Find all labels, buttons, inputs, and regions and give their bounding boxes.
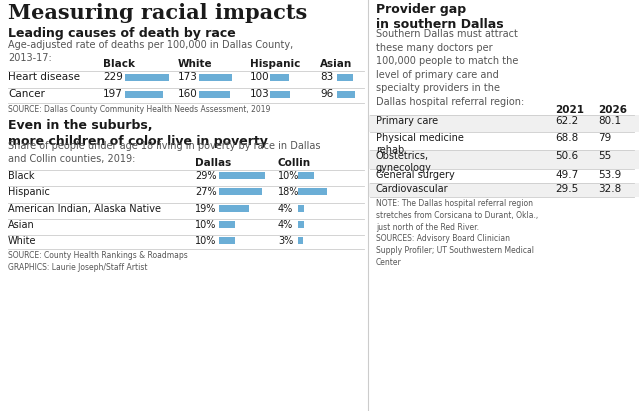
Text: 3%: 3% bbox=[278, 236, 293, 246]
Text: Measuring racial impacts: Measuring racial impacts bbox=[8, 3, 307, 23]
Text: 10%: 10% bbox=[195, 220, 216, 230]
Bar bbox=[125, 74, 169, 81]
Text: Cardiovascular: Cardiovascular bbox=[376, 184, 449, 194]
Text: White: White bbox=[178, 59, 212, 69]
Text: White: White bbox=[8, 236, 36, 246]
Text: Cancer: Cancer bbox=[8, 89, 45, 99]
Text: 68.8: 68.8 bbox=[555, 133, 579, 143]
Text: 19%: 19% bbox=[195, 204, 216, 214]
Text: Share of people under age 18 living in poverty by race in Dallas
and Collin coun: Share of people under age 18 living in p… bbox=[8, 141, 321, 164]
Text: 27%: 27% bbox=[195, 187, 216, 197]
Text: General surgery: General surgery bbox=[376, 170, 455, 180]
Text: 50.6: 50.6 bbox=[555, 151, 578, 161]
Text: Black: Black bbox=[8, 171, 35, 181]
Text: 2021: 2021 bbox=[555, 105, 584, 115]
Bar bbox=[219, 172, 265, 179]
Text: 160: 160 bbox=[178, 89, 198, 99]
Bar bbox=[369, 150, 639, 169]
Bar bbox=[219, 221, 235, 228]
Text: 10%: 10% bbox=[195, 236, 216, 246]
Text: 80.1: 80.1 bbox=[598, 116, 621, 126]
Text: Collin: Collin bbox=[278, 158, 311, 168]
Text: Hispanic: Hispanic bbox=[8, 187, 50, 197]
Text: 62.2: 62.2 bbox=[555, 116, 579, 126]
Text: 10%: 10% bbox=[278, 171, 300, 181]
Text: 2026: 2026 bbox=[598, 105, 627, 115]
Text: 29.5: 29.5 bbox=[555, 184, 579, 194]
Text: Obstetrics,
gynecology: Obstetrics, gynecology bbox=[376, 151, 432, 173]
Bar bbox=[219, 237, 235, 244]
Text: American Indian, Alaska Native: American Indian, Alaska Native bbox=[8, 204, 161, 214]
Text: NOTE: The Dallas hospital referral region
stretches from Corsicana to Durant, Ok: NOTE: The Dallas hospital referral regio… bbox=[376, 199, 538, 267]
Bar bbox=[125, 91, 163, 98]
Text: Primary care: Primary care bbox=[376, 116, 438, 126]
Text: Physical medicine
rehab: Physical medicine rehab bbox=[376, 133, 464, 155]
Text: Age-adjusted rate of deaths per 100,000 in Dallas County,
2013-17:: Age-adjusted rate of deaths per 100,000 … bbox=[8, 40, 293, 63]
Text: Dallas: Dallas bbox=[195, 158, 231, 168]
Text: 4%: 4% bbox=[278, 204, 293, 214]
Text: 229: 229 bbox=[103, 72, 123, 82]
Text: SOURCE: Dallas County Community Health Needs Assessment, 2019: SOURCE: Dallas County Community Health N… bbox=[8, 105, 270, 114]
Text: 49.7: 49.7 bbox=[555, 170, 579, 180]
Bar bbox=[298, 237, 303, 244]
Bar bbox=[270, 91, 290, 98]
Text: 55: 55 bbox=[598, 151, 611, 161]
Bar bbox=[270, 74, 289, 81]
Text: 4%: 4% bbox=[278, 220, 293, 230]
Text: Asian: Asian bbox=[8, 220, 35, 230]
Text: 173: 173 bbox=[178, 72, 198, 82]
Text: 79: 79 bbox=[598, 133, 611, 143]
Text: Asian: Asian bbox=[320, 59, 352, 69]
Bar bbox=[298, 188, 326, 195]
Text: 29%: 29% bbox=[195, 171, 216, 181]
Text: 53.9: 53.9 bbox=[598, 170, 621, 180]
Text: 96: 96 bbox=[320, 89, 333, 99]
Bar bbox=[298, 172, 314, 179]
Bar bbox=[337, 74, 353, 81]
Bar bbox=[298, 221, 305, 228]
Text: Black: Black bbox=[103, 59, 135, 69]
Text: Southern Dallas must attract
these many doctors per
100,000 people to match the
: Southern Dallas must attract these many … bbox=[376, 29, 524, 107]
Text: Hispanic: Hispanic bbox=[250, 59, 300, 69]
Bar bbox=[298, 205, 305, 212]
Text: Heart disease: Heart disease bbox=[8, 72, 80, 82]
Text: 18%: 18% bbox=[278, 187, 300, 197]
Text: Even in the suburbs,
more children of color live in poverty: Even in the suburbs, more children of co… bbox=[8, 119, 268, 148]
Text: Provider gap
in southern Dallas: Provider gap in southern Dallas bbox=[376, 3, 504, 32]
Text: 197: 197 bbox=[103, 89, 123, 99]
Bar bbox=[369, 115, 639, 132]
Bar bbox=[199, 91, 230, 98]
Text: 83: 83 bbox=[320, 72, 333, 82]
Bar bbox=[219, 188, 262, 195]
Bar bbox=[337, 91, 355, 98]
Bar bbox=[369, 183, 639, 197]
Text: 32.8: 32.8 bbox=[598, 184, 621, 194]
Text: 100: 100 bbox=[250, 72, 269, 82]
Text: 103: 103 bbox=[250, 89, 269, 99]
Text: SOURCE: County Health Rankings & Roadmaps
GRAPHICS: Laurie Joseph/Staff Artist: SOURCE: County Health Rankings & Roadmap… bbox=[8, 251, 188, 272]
Text: Leading causes of death by race: Leading causes of death by race bbox=[8, 27, 236, 40]
Bar bbox=[199, 74, 232, 81]
Bar bbox=[219, 205, 249, 212]
